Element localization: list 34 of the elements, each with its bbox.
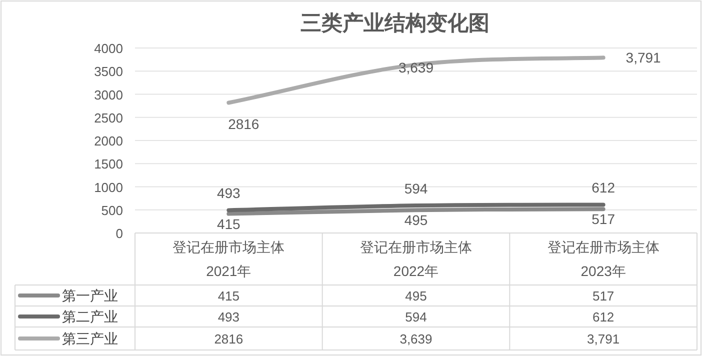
x-tick-label: 登记在册市场主体 2021年 xyxy=(172,239,285,279)
y-tick-label: 2500 xyxy=(94,110,123,126)
y-tick-label: 1000 xyxy=(94,180,123,195)
y-tick-label: 1500 xyxy=(94,156,123,172)
text: 2816 xyxy=(228,116,260,132)
data-label: 594 xyxy=(405,310,427,324)
y-tick-label: 2000 xyxy=(94,134,123,148)
data-label: 415 xyxy=(218,288,240,304)
text: 517 xyxy=(592,211,616,228)
x-tick-label: 登记在册市场主体 2023年 xyxy=(547,239,660,279)
y-tick-label: 0 xyxy=(116,226,123,241)
text: 415 xyxy=(216,216,240,232)
text: 3,639 xyxy=(398,60,434,76)
text: 612 xyxy=(592,180,616,196)
data-label: 2816 xyxy=(214,332,244,346)
x-tick-label: 登记在册市场主体 2022年 xyxy=(360,239,472,279)
data-label: 3,639 xyxy=(400,332,432,346)
data-label: 493 xyxy=(218,310,240,324)
data-label: 517 xyxy=(592,288,614,304)
y-tick-label: 4000 xyxy=(94,41,123,56)
chart-title: 三类产业结构变化图 xyxy=(300,11,490,35)
legend-label: 第一产业 xyxy=(62,288,118,304)
text: 594 xyxy=(404,180,428,197)
data-label: 495 xyxy=(405,288,427,304)
y-tick-label: 3500 xyxy=(94,64,123,80)
text: 3,791 xyxy=(626,50,661,66)
data-label: 3,791 xyxy=(587,332,620,346)
legend-label: 第三产业 xyxy=(62,330,118,346)
legend-label: 第二产业 xyxy=(62,308,118,324)
y-tick-label: 3000 xyxy=(94,87,123,102)
y-tick-label: 500 xyxy=(101,202,123,218)
data-label: 612 xyxy=(592,310,614,324)
text: 495 xyxy=(404,212,428,228)
text: 493 xyxy=(216,185,240,202)
